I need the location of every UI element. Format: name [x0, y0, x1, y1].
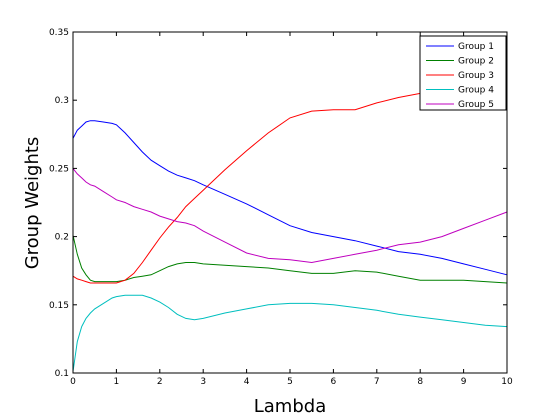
- x-tick-label: 5: [287, 377, 293, 387]
- series-line-2: [72, 235, 508, 284]
- series-line-5: [72, 168, 508, 264]
- series-line-3: [72, 83, 508, 284]
- y-tick-label: 0.15: [49, 301, 69, 311]
- series-line-1: [72, 120, 508, 276]
- legend-label: Group 1: [458, 42, 494, 52]
- y-axis-title: Group Weights: [22, 137, 43, 270]
- legend-items: Group 1 Group 2 Group 3 Group 4 Group 5: [426, 42, 494, 110]
- x-tick-label: 10: [501, 377, 513, 387]
- y-tick-label: 0.3: [55, 96, 69, 106]
- legend-label: Group 3: [458, 71, 494, 81]
- legend-label: Group 2: [458, 57, 494, 67]
- legend: Group 1 Group 2 Group 3 Group 4 Group 5: [419, 35, 507, 111]
- x-tick-label: 4: [244, 377, 250, 387]
- series-line-4: [72, 294, 508, 372]
- x-tick-label: 9: [461, 377, 467, 387]
- y-tick-label: 0.25: [49, 164, 69, 174]
- y-tick-label: 0.2: [55, 233, 69, 243]
- plot-frame: [72, 31, 508, 374]
- x-tick-label: 7: [374, 377, 380, 387]
- x-tick-label: 6: [331, 377, 337, 387]
- x-axis-title: Lambda: [254, 396, 326, 417]
- legend-box: [419, 35, 507, 111]
- legend-label: Group 5: [458, 100, 494, 110]
- y-tick-label: 0.1: [55, 369, 69, 379]
- x-tick-label: 3: [200, 377, 206, 387]
- x-tick-label: 8: [417, 377, 423, 387]
- x-tick-label: 2: [157, 377, 163, 387]
- x-tick-label: 1: [114, 377, 120, 387]
- ticks-layer: 0 1 2 3 4 5 6 7 8 9 10 0.1 0.15 0.2 0.25 0.3 0.35: [49, 28, 513, 387]
- series-layer: [72, 83, 508, 372]
- y-tick-label: 0.35: [49, 28, 69, 38]
- x-tick-label: 0: [70, 377, 76, 387]
- legend-label: Group 4: [458, 86, 494, 96]
